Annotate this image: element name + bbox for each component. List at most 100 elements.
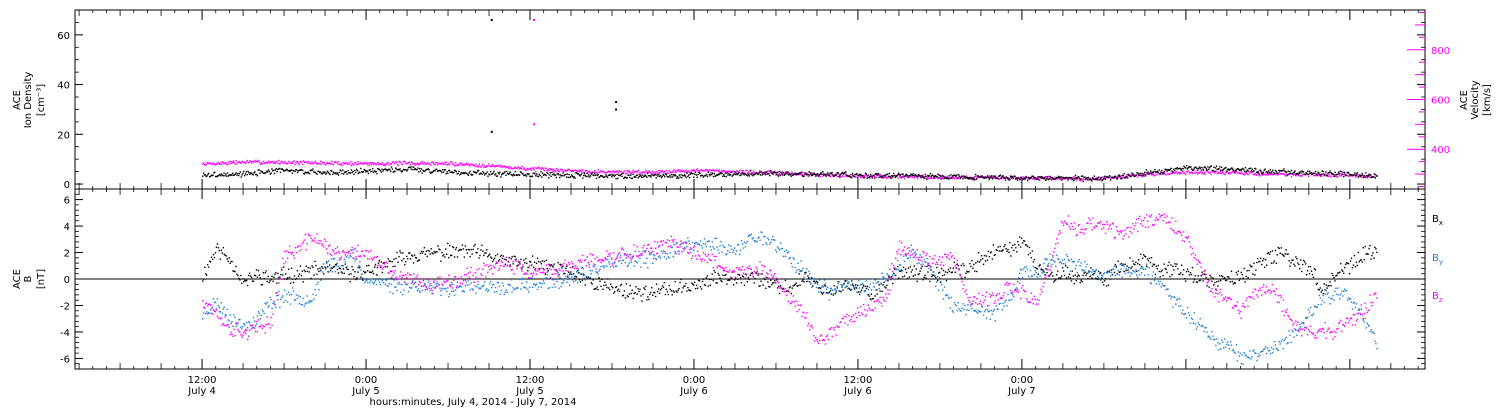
data-point <box>910 175 913 177</box>
data-point <box>657 175 659 177</box>
data-point <box>342 268 345 270</box>
data-point <box>945 176 948 179</box>
data-point <box>756 172 758 175</box>
data-point <box>978 261 981 263</box>
data-point <box>602 265 604 267</box>
data-point <box>325 164 327 166</box>
data-point <box>629 257 631 259</box>
data-point <box>364 282 366 284</box>
data-point <box>374 163 376 165</box>
data-point <box>683 174 686 176</box>
data-point <box>238 277 240 280</box>
data-point <box>441 171 443 174</box>
data-point <box>1269 173 1271 175</box>
data-point <box>1203 172 1206 174</box>
data-point <box>335 263 338 265</box>
data-point <box>1221 275 1223 277</box>
data-point <box>678 170 681 172</box>
data-point <box>848 174 850 177</box>
data-point <box>289 170 291 173</box>
data-point <box>933 175 936 177</box>
data-point <box>544 167 546 169</box>
data-point <box>216 298 219 300</box>
data-point <box>642 250 644 252</box>
data-point <box>1247 170 1249 172</box>
data-point <box>225 173 227 175</box>
data-point <box>1292 259 1294 261</box>
data-point <box>787 172 789 174</box>
data-point <box>459 162 462 164</box>
data-point <box>248 272 251 274</box>
data-point <box>448 163 451 166</box>
data-point <box>217 175 219 177</box>
data-point <box>956 263 958 265</box>
data-point <box>266 170 268 172</box>
data-point <box>1002 174 1004 177</box>
data-point <box>416 289 419 292</box>
data-point <box>1092 178 1095 180</box>
data-point <box>819 287 822 290</box>
data-point <box>371 281 374 283</box>
data-point <box>959 177 961 180</box>
data-point <box>886 284 888 287</box>
data-point <box>1027 179 1029 182</box>
data-point <box>367 162 370 164</box>
data-point <box>555 176 558 179</box>
data-point <box>1004 177 1007 180</box>
data-point <box>1094 178 1096 181</box>
data-point <box>355 258 357 260</box>
data-point <box>675 175 677 177</box>
data-point <box>720 279 722 282</box>
data-point <box>1248 171 1250 173</box>
data-point <box>417 259 420 262</box>
data-point <box>223 306 225 309</box>
data-point <box>222 175 224 177</box>
data-point <box>1033 258 1036 261</box>
data-point <box>1253 262 1255 264</box>
data-point <box>1366 175 1369 177</box>
data-point <box>428 250 430 252</box>
data-point <box>444 169 447 171</box>
data-point <box>414 168 417 170</box>
data-point <box>994 254 996 256</box>
data-point <box>428 168 430 171</box>
data-point <box>406 284 408 286</box>
data-point <box>1107 176 1109 178</box>
data-point <box>1270 172 1272 174</box>
data-point <box>822 170 824 173</box>
data-point <box>542 280 545 282</box>
data-point <box>1274 249 1277 252</box>
data-point <box>588 170 591 173</box>
data-point <box>981 175 984 177</box>
data-point <box>735 172 738 175</box>
data-point <box>812 285 814 287</box>
data-point <box>680 174 682 176</box>
data-point <box>359 266 361 268</box>
data-point <box>590 173 593 175</box>
data-point <box>879 290 881 292</box>
data-point <box>367 281 369 284</box>
data-point <box>798 273 800 275</box>
data-point <box>789 173 792 176</box>
data-point <box>524 286 526 289</box>
data-point <box>462 290 465 292</box>
data-point <box>861 287 864 289</box>
data-point <box>941 274 944 277</box>
data-point <box>1354 265 1357 268</box>
data-point <box>947 268 950 271</box>
data-point <box>1373 173 1376 175</box>
data-point <box>210 163 213 165</box>
data-point <box>391 277 393 279</box>
data-point <box>827 174 829 177</box>
data-point <box>853 175 856 178</box>
data-point <box>482 163 484 165</box>
data-point <box>1123 176 1125 179</box>
data-point <box>860 175 862 177</box>
data-point <box>1367 173 1370 175</box>
data-point <box>774 279 776 282</box>
data-point <box>259 162 261 164</box>
data-point <box>910 271 913 273</box>
data-point <box>452 161 454 164</box>
data-point <box>1284 175 1287 177</box>
data-point <box>547 169 550 172</box>
